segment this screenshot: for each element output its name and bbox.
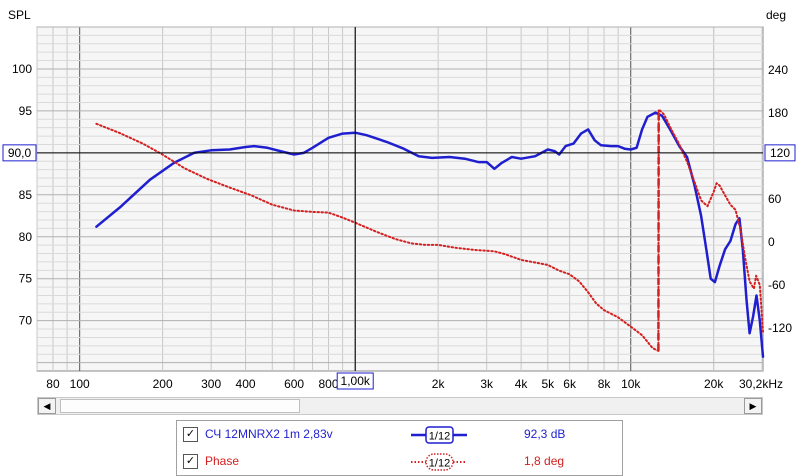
line-style-solid-icon[interactable]: 1/12 [409,424,469,446]
series-spl [95,111,765,358]
grid [36,26,763,371]
legend-series-value: 1,8 deg [524,454,565,468]
legend-series-name: СЧ 12MNRX2 1m 2,83v [205,427,333,441]
y-right-tick-label: 240 [768,63,788,77]
x-tick-label: 30,2kHz [739,377,783,391]
x-tick-label: 300 [201,377,221,391]
x-tick-label: 800 [318,377,338,391]
y-right-tick-label: -60 [768,278,786,292]
series-phase [95,108,764,352]
x-tick-label: 100 [70,377,90,391]
legend-series-value: 92,3 dB [524,427,566,441]
legend-series-name: Phase [205,454,240,468]
y-left-tick-label: 95 [19,104,33,118]
y-left-tick-label: 100 [12,62,32,76]
y-left-tick-label: 75 [19,272,33,286]
y-axis-left-label: SPL [8,8,31,22]
y-left-tick-label: 80 [19,230,33,244]
x-tick-label: 200 [153,377,173,391]
x-tick-label: 10k [621,377,641,391]
x-tick-label: 6k [563,377,577,391]
chevron-left-icon: ◀ [43,401,51,411]
scroll-right-button[interactable]: ▶ [744,398,762,414]
check-icon: ✓ [185,428,196,440]
cursor-x-readout-box [336,372,374,390]
chevron-right-icon: ▶ [749,401,757,411]
x-tick-label: 600 [284,377,304,391]
x-tick-label: 8k [598,377,612,391]
cursor-x-readout: 1,00k [341,374,371,388]
series-line [95,108,764,352]
scroll-thumb[interactable] [60,399,300,413]
scroll-left-button[interactable]: ◀ [38,398,56,414]
cursor-y-right-readout-box [764,144,796,162]
x-tick-label: 4k [515,377,529,391]
x-tick-label: 5k [541,377,555,391]
smoothing-label: 1/12 [429,431,450,443]
smoothing-label: 1/12 [429,458,450,470]
x-tick-label: 20k [704,377,724,391]
frequency-response-chart[interactable]: 80 100 200 300 400 600 800 2k 3k 4k 5k 6k 8k 10k 20k 30… [0,0,811,396]
plot-area[interactable] [36,26,764,372]
y-right-tick-label: -120 [768,321,792,335]
line-style-dotted-icon[interactable]: 1/12 [409,451,469,473]
x-tick-label: 2k [432,377,446,391]
legend-panel: ✓ СЧ 12MNRX2 1m 2,83v 1/12 92,3 dB ✓ Pha… [176,420,623,476]
y-left-tick-label: 70 [19,314,33,328]
legend-row-spl: ✓ СЧ 12MNRX2 1m 2,83v 1/12 92,3 dB [177,424,622,446]
horizontal-scrollbar[interactable]: ◀ ▶ [37,397,763,415]
axis-ticks: 80 100 200 300 400 600 800 2k 3k 4k 5k 6k 8k 10k 20k 30… [12,62,792,391]
y-axis-right-label: deg [766,8,786,22]
cursor-y-left-readout-box [2,144,37,162]
y-left-tick-label: 85 [19,188,33,202]
series-visible-checkbox[interactable]: ✓ [183,427,198,442]
legend-row-phase: ✓ Phase 1/12 1,8 deg [177,451,622,473]
y-right-tick-label: 0 [768,235,775,249]
y-right-tick-label: 180 [768,106,788,120]
cursor[interactable]: 1,00k 90,0 120 [2,27,796,390]
series-layer [95,108,765,358]
x-tick-label: 400 [236,377,256,391]
cursor-y-right-readout: 120 [770,146,790,160]
y-right-tick-label: 60 [768,192,782,206]
check-icon: ✓ [185,455,196,467]
cursor-y-left-readout: 90,0 [8,146,32,160]
series-line [95,111,765,358]
x-tick-label: 80 [46,377,60,391]
x-tick-label: 3k [480,377,494,391]
series-visible-checkbox[interactable]: ✓ [183,454,198,469]
